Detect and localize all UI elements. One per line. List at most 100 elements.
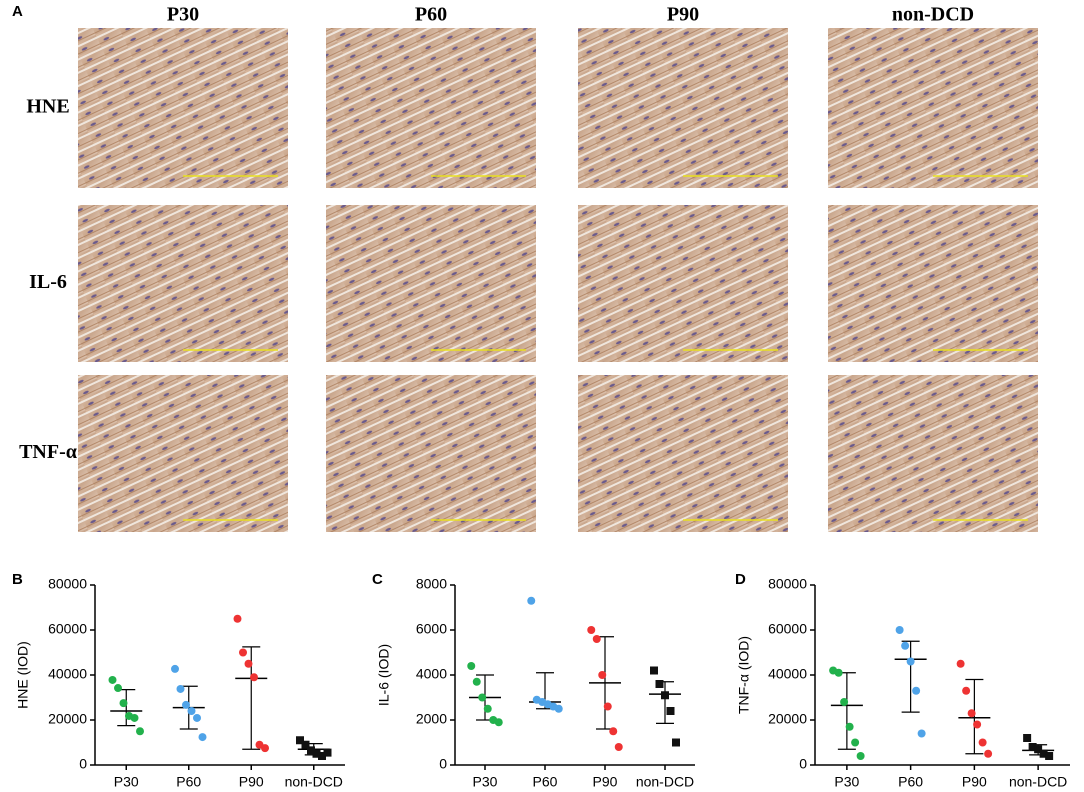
y-axis-label: HNE (IOD) [15,641,31,709]
data-point [655,680,664,688]
data-point [973,720,982,729]
histology-image [326,375,536,532]
data-point [672,738,680,747]
data-point [956,659,965,668]
y-tick-label: 8000 [416,576,447,592]
histology-image [578,375,788,532]
data-point [978,738,987,747]
data-point [296,736,304,745]
x-tick-label: non-DCD [636,774,694,790]
data-point [478,693,487,702]
panel-label: D [735,571,746,588]
data-point [1023,734,1032,742]
data-point [108,675,117,684]
data-point [609,727,618,736]
data-point [1045,752,1054,760]
y-axis-label: TNF-α (IOD) [736,636,752,714]
data-point [598,671,607,679]
data-point [233,614,242,623]
data-point [244,659,253,668]
histology-image [828,205,1038,362]
y-tick-label: 40000 [768,666,807,682]
row-label: HNE [26,96,69,118]
x-tick-label: P60 [898,774,923,790]
data-point [198,733,207,742]
data-point [182,700,190,709]
histology-image [326,28,536,188]
data-point [1028,743,1037,751]
panel-label: B [12,571,23,588]
data-point [483,704,492,713]
x-tick-label: non-DCD [1009,774,1067,790]
panel-label: A [12,3,23,20]
column-label: P30 [167,4,199,26]
data-point [614,743,623,751]
histology-image [578,28,788,188]
y-tick-label: 80000 [768,576,807,592]
data-point [193,713,201,722]
x-tick-label: P90 [593,774,618,790]
data-point [895,626,904,634]
x-tick-label: P30 [473,774,498,790]
data-point [318,752,326,760]
data-point [901,641,910,650]
data-point [472,677,481,686]
data-point [119,699,128,708]
data-point [666,707,675,715]
data-point [301,740,310,749]
y-tick-label: 6000 [416,621,447,637]
data-point [917,729,926,738]
histology-image [78,375,288,532]
data-point [527,596,536,605]
y-tick-label: 0 [79,756,87,772]
histology-image [326,205,536,362]
data-point [239,648,247,657]
data-point [130,713,139,722]
data-point [171,664,179,673]
row-label: TNF-α [19,441,77,463]
y-tick-label: 60000 [768,621,807,637]
y-axis-label: IL-6 (IOD) [376,644,392,706]
x-tick-label: non-DCD [285,774,343,790]
data-point [967,709,976,718]
histology-image [828,375,1038,532]
x-tick-label: P30 [834,774,859,790]
row-label: IL-6 [29,271,67,293]
data-point [984,749,993,758]
column-label: P90 [667,4,699,26]
data-point [114,684,122,693]
x-tick-label: P60 [176,774,201,790]
data-point [840,698,849,706]
data-point [851,738,860,747]
histology-image [78,205,288,362]
y-tick-label: 2000 [416,711,447,727]
data-point [587,626,596,634]
data-point [261,744,269,753]
data-point [312,749,321,758]
data-point [962,686,971,695]
y-tick-label: 40000 [48,666,87,682]
x-tick-label: P30 [114,774,139,790]
panel-label: C [372,571,383,588]
data-point [650,666,658,675]
data-point [592,635,601,643]
y-tick-label: 80000 [48,576,87,592]
data-point [1034,745,1043,754]
data-point [467,662,476,670]
data-point [307,746,315,755]
data-point [187,707,196,715]
data-point [845,722,854,731]
y-tick-label: 4000 [416,666,447,682]
data-point [856,752,865,760]
data-point [834,668,843,677]
y-tick-label: 20000 [768,711,807,727]
data-point [1039,749,1048,758]
data-point [554,704,563,713]
x-tick-label: P60 [533,774,558,790]
histology-image [78,28,288,188]
data-point [494,718,503,727]
column-label: P60 [415,4,447,26]
column-label: non-DCD [892,4,974,26]
data-point [136,727,144,736]
